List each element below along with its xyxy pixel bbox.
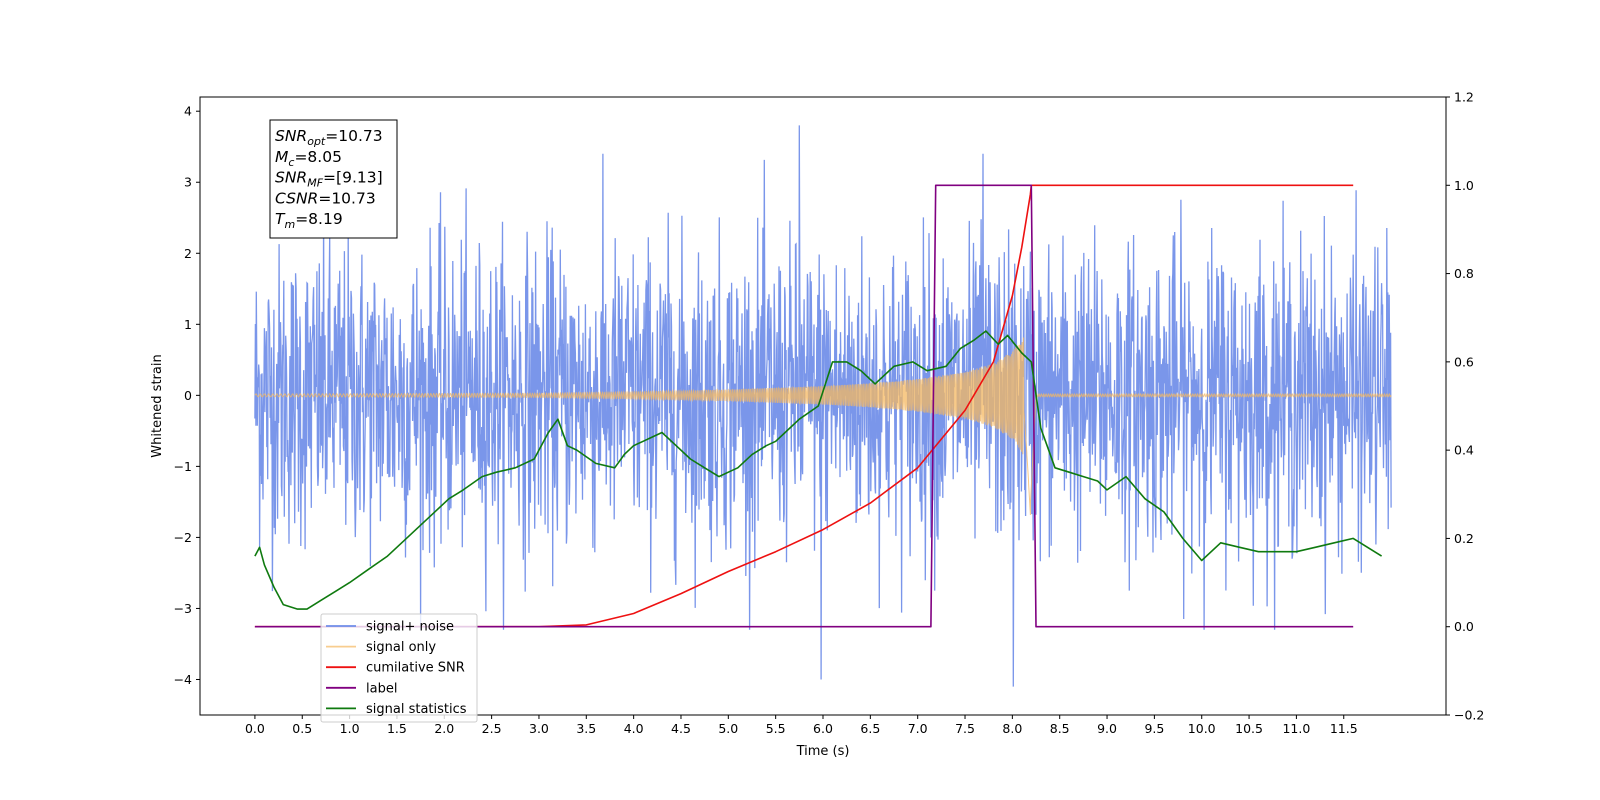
x-tick-label: 9.0 bbox=[1097, 721, 1117, 736]
y-tick-label: 1 bbox=[184, 317, 192, 332]
annotation-frame bbox=[269, 119, 398, 239]
legend-label: label bbox=[366, 681, 397, 696]
y-tick-label: −3 bbox=[174, 601, 192, 616]
x-axis-label: Time (s) bbox=[796, 744, 850, 759]
x-tick-label: 4.5 bbox=[671, 721, 691, 736]
y2-tick-label: 0.0 bbox=[1454, 619, 1474, 634]
y2-tick-label: 0.4 bbox=[1454, 443, 1474, 458]
y2-tick-label: 1.2 bbox=[1454, 90, 1474, 105]
y-axis-label: Whitened strain bbox=[150, 354, 165, 457]
y2-tick-label: −0.2 bbox=[1454, 708, 1484, 723]
annotation-line: Mc=8.05 bbox=[275, 148, 342, 169]
legend-label: cumilative SNR bbox=[366, 661, 465, 676]
x-tick-label: 3.5 bbox=[576, 721, 596, 736]
x-tick-label: 2.0 bbox=[434, 721, 454, 736]
legend-label: signal statistics bbox=[366, 702, 467, 717]
y2-tick-label: 0.8 bbox=[1454, 266, 1474, 281]
x-tick-label: 8.0 bbox=[1002, 721, 1022, 736]
y-tick-label: 0 bbox=[184, 388, 192, 403]
x-tick-label: 6.0 bbox=[813, 721, 833, 736]
series-signal-statistics bbox=[254, 330, 1383, 610]
y-tick-label: 2 bbox=[184, 246, 192, 261]
stats-annotation-box: SNRopt=10.73Mc=8.05SNRMF=[9.13]CSNR=10.7… bbox=[269, 119, 398, 239]
annotation-line: SNRMF=[9.13] bbox=[275, 169, 383, 190]
annotation-line: Tm=8.19 bbox=[275, 210, 343, 231]
x-tick-label: 7.5 bbox=[955, 721, 975, 736]
x-tick-label: 8.5 bbox=[1050, 721, 1070, 736]
x-tick-label: 10.0 bbox=[1188, 721, 1216, 736]
y-tick-label: −4 bbox=[174, 672, 192, 687]
legend-frame bbox=[320, 613, 478, 723]
y2-tick-label: 0.2 bbox=[1454, 531, 1474, 546]
x-tick-label: 2.5 bbox=[482, 721, 502, 736]
x-tick-label: 5.0 bbox=[718, 721, 738, 736]
x-tick-label: 0.5 bbox=[292, 721, 312, 736]
x-tick-label: 7.0 bbox=[908, 721, 928, 736]
x-tick-label: 5.5 bbox=[766, 721, 786, 736]
x-tick-label: 11.5 bbox=[1330, 721, 1358, 736]
x-axis: 0.0 0.5 1.0 1.5 2.0 2.5 3.0 3.5 4.0 4.5 5.0 5.5 6.0 6… bbox=[245, 715, 1358, 736]
x-tick-label: 9.5 bbox=[1144, 721, 1164, 736]
series-cumilative-snr bbox=[254, 184, 1354, 628]
y-axis-left: 4 3 2 1 0 −1 −2 −3 −4 bbox=[174, 104, 200, 687]
series-signal-plus-noise bbox=[254, 125, 1392, 687]
series-signal-only bbox=[254, 337, 1392, 516]
annotation-line: SNRopt=10.73 bbox=[275, 127, 383, 148]
x-tick-label: 1.0 bbox=[340, 721, 360, 736]
y-axis-right: 1.2 1.0 0.8 0.6 0.4 0.2 0.0 −0.2 bbox=[1446, 90, 1484, 723]
plot-area bbox=[254, 125, 1392, 687]
y-tick-label: −1 bbox=[174, 459, 192, 474]
x-tick-label: 6.5 bbox=[860, 721, 880, 736]
y-tick-label: 4 bbox=[184, 104, 192, 119]
x-tick-label: 11.0 bbox=[1282, 721, 1310, 736]
legend-label: signal only bbox=[366, 640, 436, 655]
x-tick-label: 10.5 bbox=[1235, 721, 1263, 736]
legend: signal+ noise signal only cumilative SNR la… bbox=[320, 613, 478, 723]
x-tick-label: 3.0 bbox=[529, 721, 549, 736]
y-tick-label: −2 bbox=[174, 530, 192, 545]
x-tick-label: 4.0 bbox=[624, 721, 644, 736]
y-tick-label: 3 bbox=[184, 175, 192, 190]
x-tick-label: 0.0 bbox=[245, 721, 265, 736]
series-label bbox=[254, 184, 1354, 628]
legend-label: signal+ noise bbox=[366, 620, 454, 635]
annotation-line: CSNR=10.73 bbox=[275, 189, 376, 207]
y2-tick-label: 0.6 bbox=[1454, 354, 1474, 369]
x-tick-label: 1.5 bbox=[387, 721, 407, 736]
y2-tick-label: 1.0 bbox=[1454, 178, 1474, 193]
